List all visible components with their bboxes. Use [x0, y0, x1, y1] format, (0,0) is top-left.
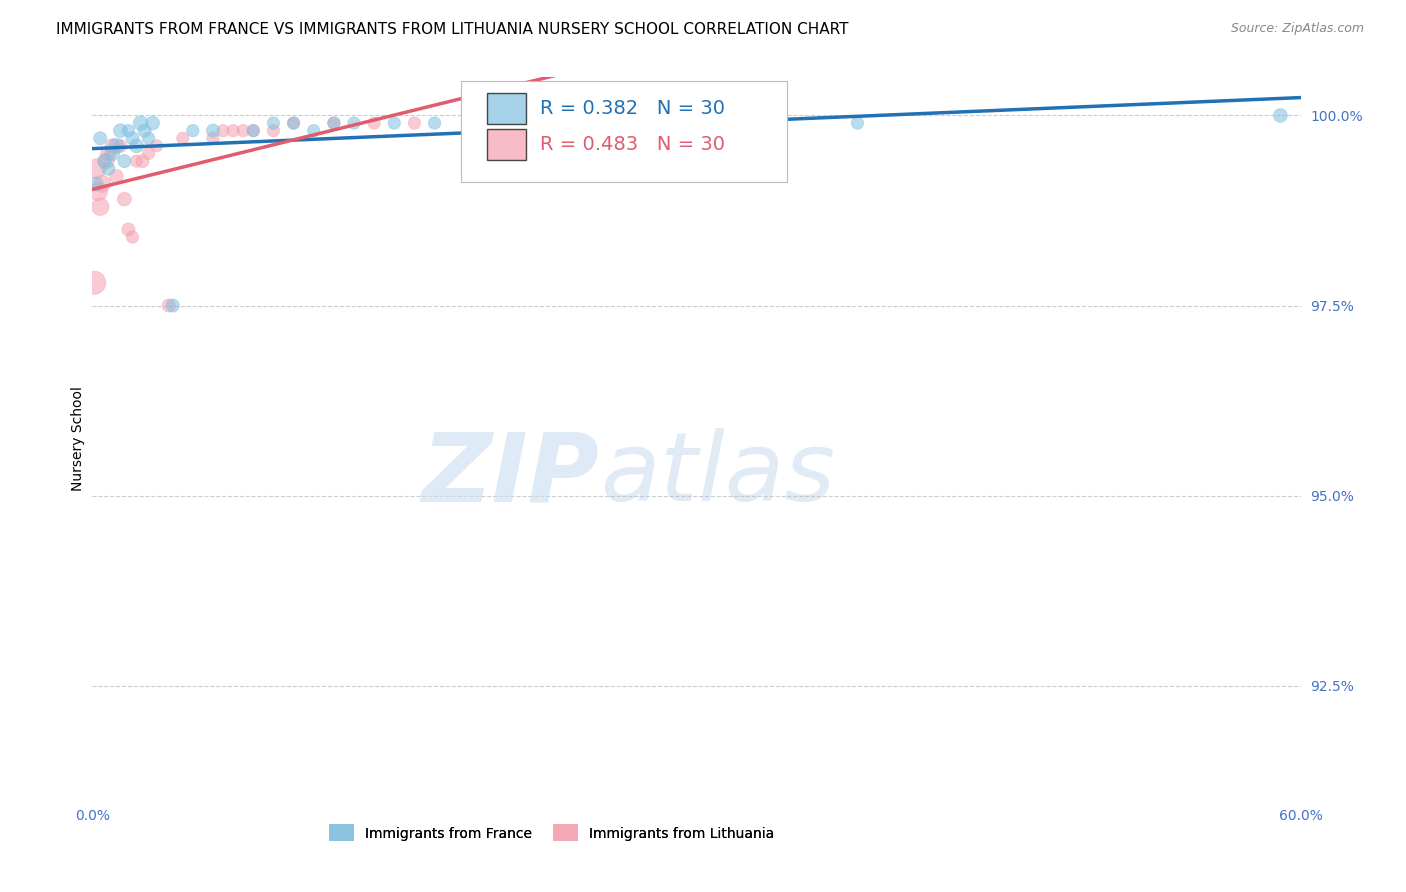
Point: [202, 131, 225, 145]
Point: [142, 116, 165, 130]
Point: [242, 123, 264, 137]
Point: [138, 131, 160, 145]
Point: [262, 123, 284, 137]
Point: [101, 139, 124, 153]
Point: [87, 185, 110, 199]
Point: [125, 139, 148, 153]
Point: [110, 139, 132, 153]
Point: [89, 200, 111, 214]
FancyBboxPatch shape: [488, 129, 526, 160]
Point: [262, 116, 284, 130]
Point: [202, 123, 225, 137]
Point: [101, 146, 124, 161]
Y-axis label: Nursery School: Nursery School: [72, 386, 86, 491]
Point: [83, 276, 105, 290]
Point: [283, 116, 305, 130]
Point: [121, 131, 143, 145]
Point: [84, 161, 107, 176]
Point: [212, 123, 235, 137]
Point: [112, 192, 135, 206]
Point: [89, 131, 111, 145]
Point: [322, 116, 344, 130]
Point: [423, 116, 446, 130]
Point: [846, 116, 869, 130]
Point: [145, 139, 167, 153]
Point: [97, 161, 120, 176]
Point: [343, 116, 366, 130]
Point: [382, 116, 405, 130]
Text: ZIP: ZIP: [422, 428, 600, 521]
Point: [134, 123, 156, 137]
Point: [484, 116, 506, 130]
Point: [105, 139, 128, 153]
Point: [157, 299, 180, 313]
Point: [222, 123, 245, 137]
Point: [283, 116, 305, 130]
Point: [97, 146, 120, 161]
Text: R = 0.382   N = 30: R = 0.382 N = 30: [540, 99, 725, 118]
Point: [162, 299, 184, 313]
Point: [585, 116, 607, 130]
Point: [172, 131, 194, 145]
Point: [121, 230, 143, 244]
FancyBboxPatch shape: [461, 81, 787, 182]
Text: Source: ZipAtlas.com: Source: ZipAtlas.com: [1230, 22, 1364, 36]
Point: [96, 154, 118, 169]
Point: [84, 177, 107, 191]
Text: atlas: atlas: [600, 428, 835, 521]
Point: [404, 116, 426, 130]
Legend: Immigrants from France, Immigrants from Lithuania: Immigrants from France, Immigrants from …: [323, 819, 779, 847]
Text: IMMIGRANTS FROM FRANCE VS IMMIGRANTS FROM LITHUANIA NURSERY SCHOOL CORRELATION C: IMMIGRANTS FROM FRANCE VS IMMIGRANTS FRO…: [56, 22, 849, 37]
Point: [91, 177, 114, 191]
Point: [93, 154, 115, 169]
Point: [484, 116, 506, 130]
Point: [131, 154, 153, 169]
Point: [242, 123, 264, 137]
Point: [105, 169, 128, 184]
Point: [125, 154, 148, 169]
Point: [1270, 108, 1292, 122]
Point: [363, 116, 385, 130]
Point: [112, 154, 135, 169]
Point: [302, 123, 325, 137]
FancyBboxPatch shape: [488, 94, 526, 124]
Point: [129, 116, 152, 130]
Point: [117, 123, 139, 137]
Point: [117, 222, 139, 236]
Point: [181, 123, 204, 137]
Point: [322, 116, 344, 130]
Text: R = 0.483   N = 30: R = 0.483 N = 30: [540, 135, 725, 154]
Point: [110, 123, 132, 137]
Point: [232, 123, 254, 137]
Point: [138, 146, 160, 161]
